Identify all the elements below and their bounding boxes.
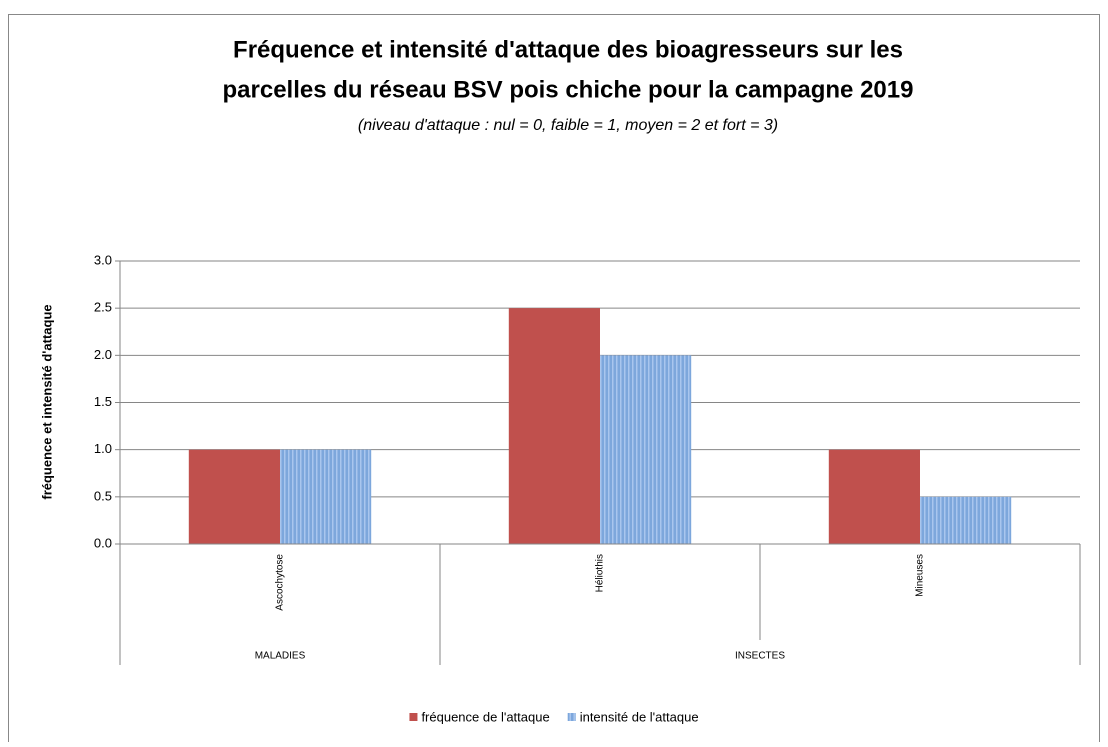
x-tick-label: Héliothis <box>595 554 606 592</box>
y-tick-label: 1.5 <box>94 394 112 409</box>
chart-title: Fréquence et intensité d'attaque des bio… <box>233 36 903 63</box>
y-tick-label: 2.5 <box>94 300 112 315</box>
bar <box>280 449 372 544</box>
legend-swatch <box>567 713 576 721</box>
y-tick-label: 1.0 <box>94 441 112 456</box>
y-axis-label: fréquence et intensité d'attaque <box>39 304 54 499</box>
y-tick-label: 2.0 <box>94 347 112 362</box>
legend-swatch <box>409 713 418 721</box>
y-tick-label: 3.0 <box>94 252 112 267</box>
chart-subtitle: (niveau d'attaque : nul = 0, faible = 1,… <box>358 117 778 134</box>
group-label: INSECTES <box>735 651 785 662</box>
group-label: MALADIES <box>255 651 306 662</box>
legend: fréquence de l'attaque intensité de l'att… <box>409 709 699 724</box>
y-tick-label: 0.0 <box>94 535 112 550</box>
bar <box>188 449 280 544</box>
x-tick-label: Mineuses <box>915 554 926 597</box>
bar <box>920 496 1012 544</box>
legend-label: fréquence de l'attaque <box>421 709 549 724</box>
y-tick-label: 0.5 <box>94 488 112 503</box>
chart-title: parcelles du réseau BSV pois chiche pour… <box>223 76 914 103</box>
bar <box>600 355 692 544</box>
legend-label: intensité de l'attaque <box>580 709 699 724</box>
bar <box>508 308 600 544</box>
x-tick-label: Ascochytose <box>275 554 286 611</box>
bar <box>828 449 920 544</box>
